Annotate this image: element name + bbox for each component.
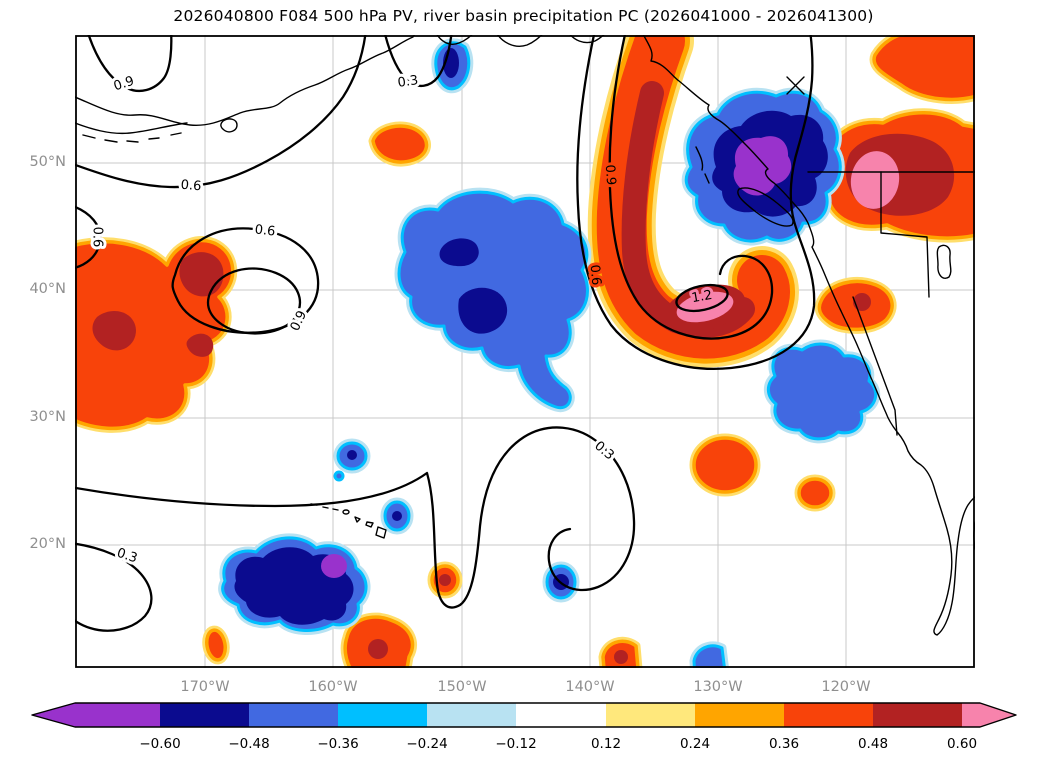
colorbar-segment [249,703,338,727]
contour-label: 0.6 [180,178,202,195]
contour-label: 0.3 [397,73,420,91]
coastlines-and-borders [75,35,975,636]
negative-anomaly-regions [223,43,876,668]
lat-tick-30n: 30°N [29,409,66,425]
colorbar-tick: −0.60 [139,736,180,752]
contour-label: 0.6 [90,227,105,248]
lon-tick-120w: 120°W [821,679,871,695]
colorbar-tick: −0.48 [228,736,269,752]
colorbar-segment [427,703,516,727]
colorbar-tick: 0.36 [769,736,799,752]
colorbar-segment [695,703,784,727]
contour-label: 0.9 [602,164,618,186]
lat-tick-40n: 40°N [29,281,66,297]
colorbar-tick: 0.48 [858,736,888,752]
colorbar-outline [31,702,1017,728]
colorbar: −0.60 −0.48 −0.36 −0.24 −0.12 0.12 0.24 … [31,702,1017,752]
lat-tick-50n: 50°N [29,154,66,170]
lon-tick-130w: 130°W [693,679,743,695]
lat-tick-20n: 20°N [29,536,66,552]
colorbar-segment [338,703,427,727]
colorbar-tick: 0.60 [947,736,977,752]
colorbar-tick: −0.12 [495,736,536,752]
lon-tick-140w: 140°W [565,679,615,695]
colorbar-tick: 0.12 [591,736,621,752]
lon-tick-150w: 150°W [437,679,487,695]
map-plot: 0.9 0.3 0.6 0.6 0.6 0.9 0.9 0.6 1.2 0.3 … [75,35,975,668]
chart-title: 2026040800 F084 500 hPa PV, river basin … [173,7,874,25]
lon-tick-160w: 160°W [308,679,358,695]
contour-label: 0.6 [254,222,276,239]
colorbar-tick: −0.24 [406,736,447,752]
colorbar-left-arrow [32,703,160,727]
colorbar-segment [160,703,249,727]
colorbar-segment [784,703,873,727]
colorbar-segment [873,703,962,727]
map-frame [75,35,975,668]
colorbar-segment [606,703,695,727]
lon-tick-170w: 170°W [180,679,230,695]
colorbar-tick: 0.24 [680,736,710,752]
colorbar-right-arrow [962,703,1016,727]
pv-contours [75,35,816,632]
colorbar-tick: −0.36 [317,736,358,752]
colorbar-segment [516,703,606,727]
center-cross-marker [786,76,805,95]
positive-anomaly-regions [75,35,975,668]
pv-ridge-arc-region [587,35,799,368]
contour-label: 0.6 [587,264,604,286]
